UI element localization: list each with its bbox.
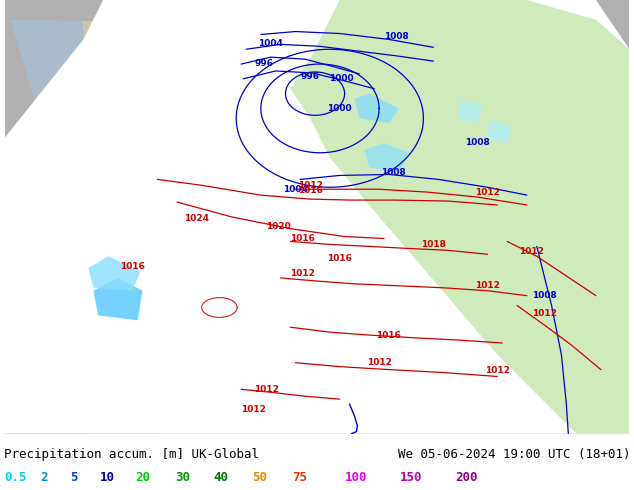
Polygon shape: [4, 0, 630, 29]
Text: 1012: 1012: [290, 269, 314, 277]
Text: 1000: 1000: [329, 74, 354, 83]
Polygon shape: [354, 94, 399, 123]
Text: 1012: 1012: [485, 366, 510, 375]
Text: 1012: 1012: [254, 385, 279, 394]
Polygon shape: [4, 0, 630, 434]
Text: 1012: 1012: [242, 405, 266, 414]
Text: 1018: 1018: [421, 240, 446, 249]
Text: 40: 40: [213, 471, 228, 485]
Text: 100: 100: [345, 471, 368, 485]
Text: 5: 5: [70, 471, 77, 485]
Text: 1008: 1008: [382, 168, 406, 177]
Text: 0.5: 0.5: [4, 471, 27, 485]
Text: 150: 150: [400, 471, 422, 485]
Polygon shape: [4, 0, 162, 434]
Text: 1012: 1012: [475, 281, 500, 290]
Text: 996: 996: [254, 59, 273, 68]
Text: 1024: 1024: [184, 214, 209, 223]
Text: 1016: 1016: [298, 186, 323, 195]
Text: 1016: 1016: [120, 262, 145, 270]
Polygon shape: [497, 0, 630, 434]
Text: 1008: 1008: [533, 291, 557, 300]
Polygon shape: [88, 256, 141, 291]
Text: 1012: 1012: [298, 181, 323, 190]
Text: 1004: 1004: [258, 39, 283, 48]
Text: 1004: 1004: [283, 185, 307, 194]
Text: 10: 10: [100, 471, 115, 485]
Text: 2: 2: [40, 471, 48, 485]
Text: 75: 75: [292, 471, 307, 485]
Text: Precipitation accum. [m] UK-Global: Precipitation accum. [m] UK-Global: [4, 448, 259, 461]
Polygon shape: [93, 278, 143, 320]
Polygon shape: [488, 120, 511, 143]
Text: 1008: 1008: [465, 138, 490, 147]
Text: 1012: 1012: [519, 247, 545, 256]
Text: 1012: 1012: [475, 188, 500, 196]
Polygon shape: [458, 100, 482, 123]
Text: 1016: 1016: [327, 254, 352, 263]
Text: We 05-06-2024 19:00 UTC (18+01): We 05-06-2024 19:00 UTC (18+01): [398, 448, 630, 461]
Text: 1008: 1008: [384, 32, 409, 41]
Text: 50: 50: [252, 471, 267, 485]
Text: 30: 30: [175, 471, 190, 485]
Text: 996: 996: [301, 73, 320, 81]
Text: 20: 20: [135, 471, 150, 485]
Bar: [4, 0, 84, 434]
Text: 200: 200: [455, 471, 477, 485]
Polygon shape: [290, 0, 630, 434]
Text: 1016: 1016: [377, 331, 401, 340]
Text: 1016: 1016: [290, 234, 314, 243]
Text: 1012: 1012: [366, 358, 392, 367]
Polygon shape: [365, 143, 409, 172]
Text: 1000: 1000: [327, 104, 352, 113]
Text: 1020: 1020: [266, 222, 291, 231]
Text: 1012: 1012: [532, 309, 557, 318]
